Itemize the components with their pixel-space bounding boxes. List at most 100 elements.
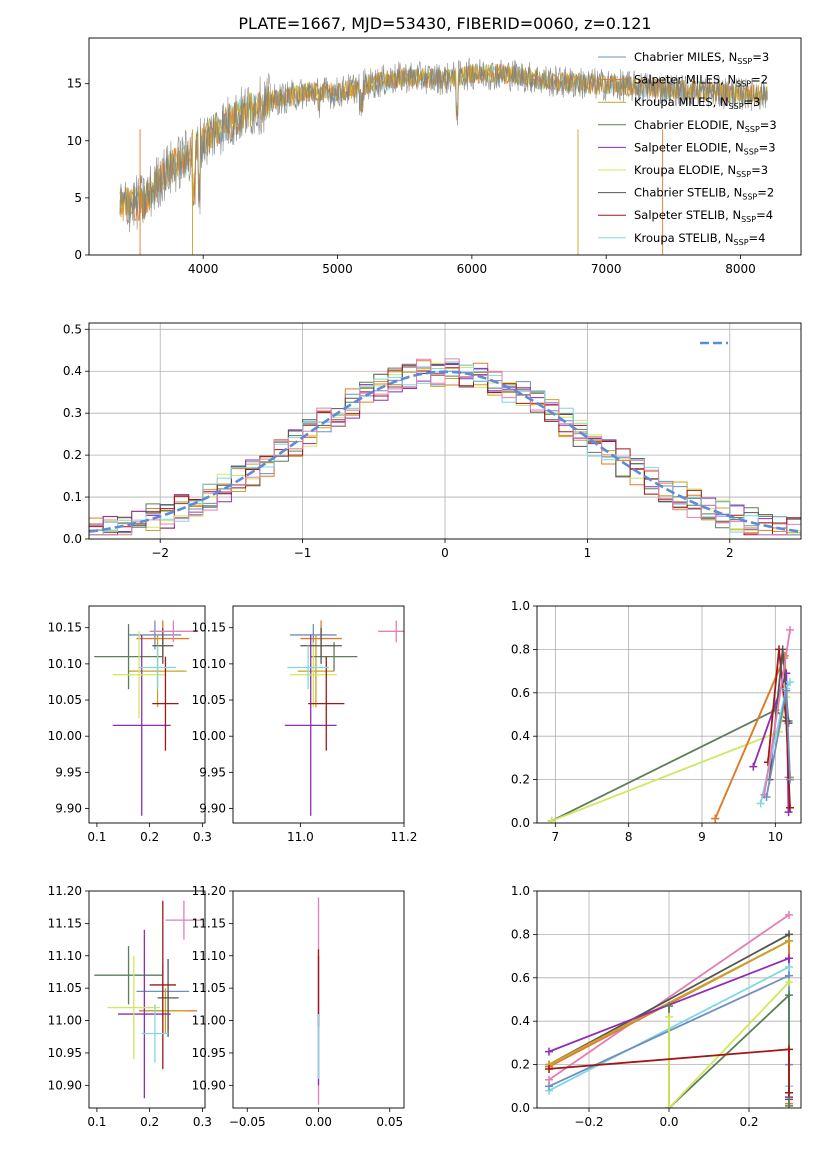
y-tick-label: 10.90 bbox=[192, 1078, 226, 1092]
y-tick-label: 10.15 bbox=[192, 621, 226, 635]
point-marker bbox=[545, 1064, 553, 1073]
legend: Chabrier MILES, NSSP=3 Salpeter MILES, NS… bbox=[598, 50, 777, 247]
y-tick-label: 10.10 bbox=[48, 657, 82, 671]
errorbar-point bbox=[157, 959, 179, 1037]
point-marker bbox=[711, 814, 720, 823]
errorbar-point bbox=[308, 656, 345, 751]
legend-entry: Chabrier MILES, NSSP=3 bbox=[634, 50, 769, 66]
x-tick-label: −2 bbox=[151, 546, 169, 560]
point-marker bbox=[762, 792, 771, 801]
y-tick-label: 0 bbox=[74, 248, 82, 262]
chart-spectrum: 4000 5000 6000 7000 8000 0 5 10 15 Chabrier MILES… bbox=[67, 37, 802, 276]
point-marker bbox=[547, 816, 556, 823]
legend-entry: Chabrier ELODIE, NSSP=3 bbox=[634, 118, 777, 134]
errorbar-point bbox=[300, 627, 342, 664]
errorbar-point bbox=[152, 627, 174, 664]
point-marker bbox=[786, 803, 794, 812]
x-tick-label: −1 bbox=[294, 546, 312, 560]
y-tick-label: 0.8 bbox=[511, 927, 530, 941]
y-tick-label: 11.00 bbox=[192, 1014, 226, 1028]
y-tick-label: 1.0 bbox=[511, 599, 530, 613]
chart-mass-vs-EBV: −0.05 0.00 0.05 10.90 10.95 11.00 11.05 11.10 11… bbox=[192, 884, 405, 1129]
y-tick-label: 11.10 bbox=[192, 949, 226, 963]
point-marker bbox=[545, 1047, 553, 1056]
legend-entry: Salpeter MILES, NSSP=2 bbox=[634, 73, 768, 89]
y-tick-label: 0.4 bbox=[511, 1014, 530, 1028]
y-tick-label: 0.6 bbox=[511, 686, 530, 700]
y-tick-label: 0.6 bbox=[511, 971, 530, 985]
normal-curve bbox=[89, 370, 801, 533]
y-tick-label: 10.15 bbox=[48, 621, 82, 635]
y-tick-label: 0.1 bbox=[63, 490, 82, 504]
x-tick-label: 0.1 bbox=[87, 830, 106, 844]
axes-frame bbox=[232, 890, 405, 1109]
legend-rest: =3 bbox=[759, 140, 776, 154]
y-tick-label: 0.2 bbox=[511, 773, 530, 787]
legend-entry: Kroupa STELIB, NSSP=4 bbox=[634, 231, 765, 247]
chart-residual-histogram: −2 −1 0 1 2 0.0 0.1 0.2 0.3 0.4 0.5 bbox=[63, 322, 802, 560]
y-tick-label: 0.0 bbox=[511, 1101, 530, 1115]
legend-label: Kroupa STELIB, N bbox=[634, 231, 734, 245]
y-tick-label: 9.95 bbox=[55, 765, 82, 779]
errorbar-point bbox=[94, 624, 163, 690]
legend-entry: Chabrier STELIB, NSSP=2 bbox=[634, 186, 774, 202]
x-tick-label: 5000 bbox=[322, 262, 353, 276]
errorbar-point bbox=[310, 642, 358, 672]
point-marker bbox=[756, 799, 765, 808]
point-marker bbox=[785, 1101, 793, 1108]
y-tick-label: 11.10 bbox=[48, 949, 82, 963]
legend-rest: =3 bbox=[752, 50, 769, 64]
x-tick-label: 0.1 bbox=[87, 1115, 106, 1129]
x-tick-label: 0.0 bbox=[659, 1115, 678, 1129]
y-tick-label: 9.95 bbox=[199, 765, 226, 779]
y-tick-label: 10.10 bbox=[192, 657, 226, 671]
y-tick-label: 10.05 bbox=[48, 693, 82, 707]
legend-rest: =2 bbox=[751, 73, 768, 87]
series-line bbox=[551, 696, 788, 822]
plot-area bbox=[94, 620, 198, 816]
point-marker bbox=[785, 978, 793, 987]
figure-title: PLATE=1667, MJD=53430, FIBERID=0060, z=0… bbox=[238, 14, 651, 33]
legend-sub: SSP bbox=[736, 170, 751, 179]
legend-sub: SSP bbox=[742, 193, 757, 202]
y-tick-label: 11.20 bbox=[192, 884, 226, 898]
x-tick-label: 7 bbox=[552, 830, 560, 844]
y-tick-label: 11.15 bbox=[48, 916, 82, 930]
y-tick-label: 10.90 bbox=[48, 1078, 82, 1092]
x-tick-label: 0 bbox=[441, 546, 449, 560]
y-tick-label: 0.4 bbox=[63, 364, 82, 378]
histogram-step bbox=[89, 361, 801, 536]
plot-area bbox=[537, 891, 801, 1108]
legend-rest: =3 bbox=[760, 118, 777, 132]
y-tick-label: 10.00 bbox=[192, 729, 226, 743]
chart-mass-weight-vs-age: 7 8 9 10 0.0 0.2 0.4 0.6 0.8 1.0 bbox=[511, 599, 802, 844]
errorbar-point bbox=[112, 631, 166, 719]
point-marker bbox=[782, 686, 791, 695]
x-tick-label: 0.2 bbox=[140, 830, 159, 844]
plot-area bbox=[537, 606, 801, 823]
legend-label: Salpeter ELODIE, N bbox=[634, 140, 744, 154]
errorbar-point bbox=[128, 620, 182, 650]
legend-entry: Salpeter ELODIE, NSSP=3 bbox=[634, 140, 776, 156]
y-tick-label: 11.15 bbox=[192, 916, 226, 930]
series-line bbox=[767, 649, 791, 808]
point-marker bbox=[665, 1002, 673, 1011]
axes-frame bbox=[88, 37, 802, 256]
legend-sub: SSP bbox=[737, 57, 752, 66]
chart-age-vs-Z: 0.1 0.2 0.3 9.90 9.95 10.00 10.05 10.10 10.15 bbox=[48, 605, 212, 844]
plot-area bbox=[89, 323, 801, 539]
plot-area bbox=[284, 620, 404, 816]
errorbar-point bbox=[284, 634, 337, 816]
y-tick-label: 0.2 bbox=[63, 448, 82, 462]
y-tick-label: 10.95 bbox=[192, 1046, 226, 1060]
chart-age-vs-mass: 11.0 11.2 9.90 9.95 10.00 10.05 10.10 10.15 bbox=[192, 605, 417, 844]
point-marker bbox=[785, 962, 793, 971]
legend-rest: =3 bbox=[751, 163, 768, 177]
legend-sub: SSP bbox=[745, 125, 760, 134]
legend-sub: SSP bbox=[741, 215, 756, 224]
x-tick-label: 0.00 bbox=[305, 1115, 332, 1129]
y-tick-label: 11.20 bbox=[48, 884, 82, 898]
errorbar-point bbox=[378, 620, 404, 643]
point-marker bbox=[786, 775, 794, 784]
